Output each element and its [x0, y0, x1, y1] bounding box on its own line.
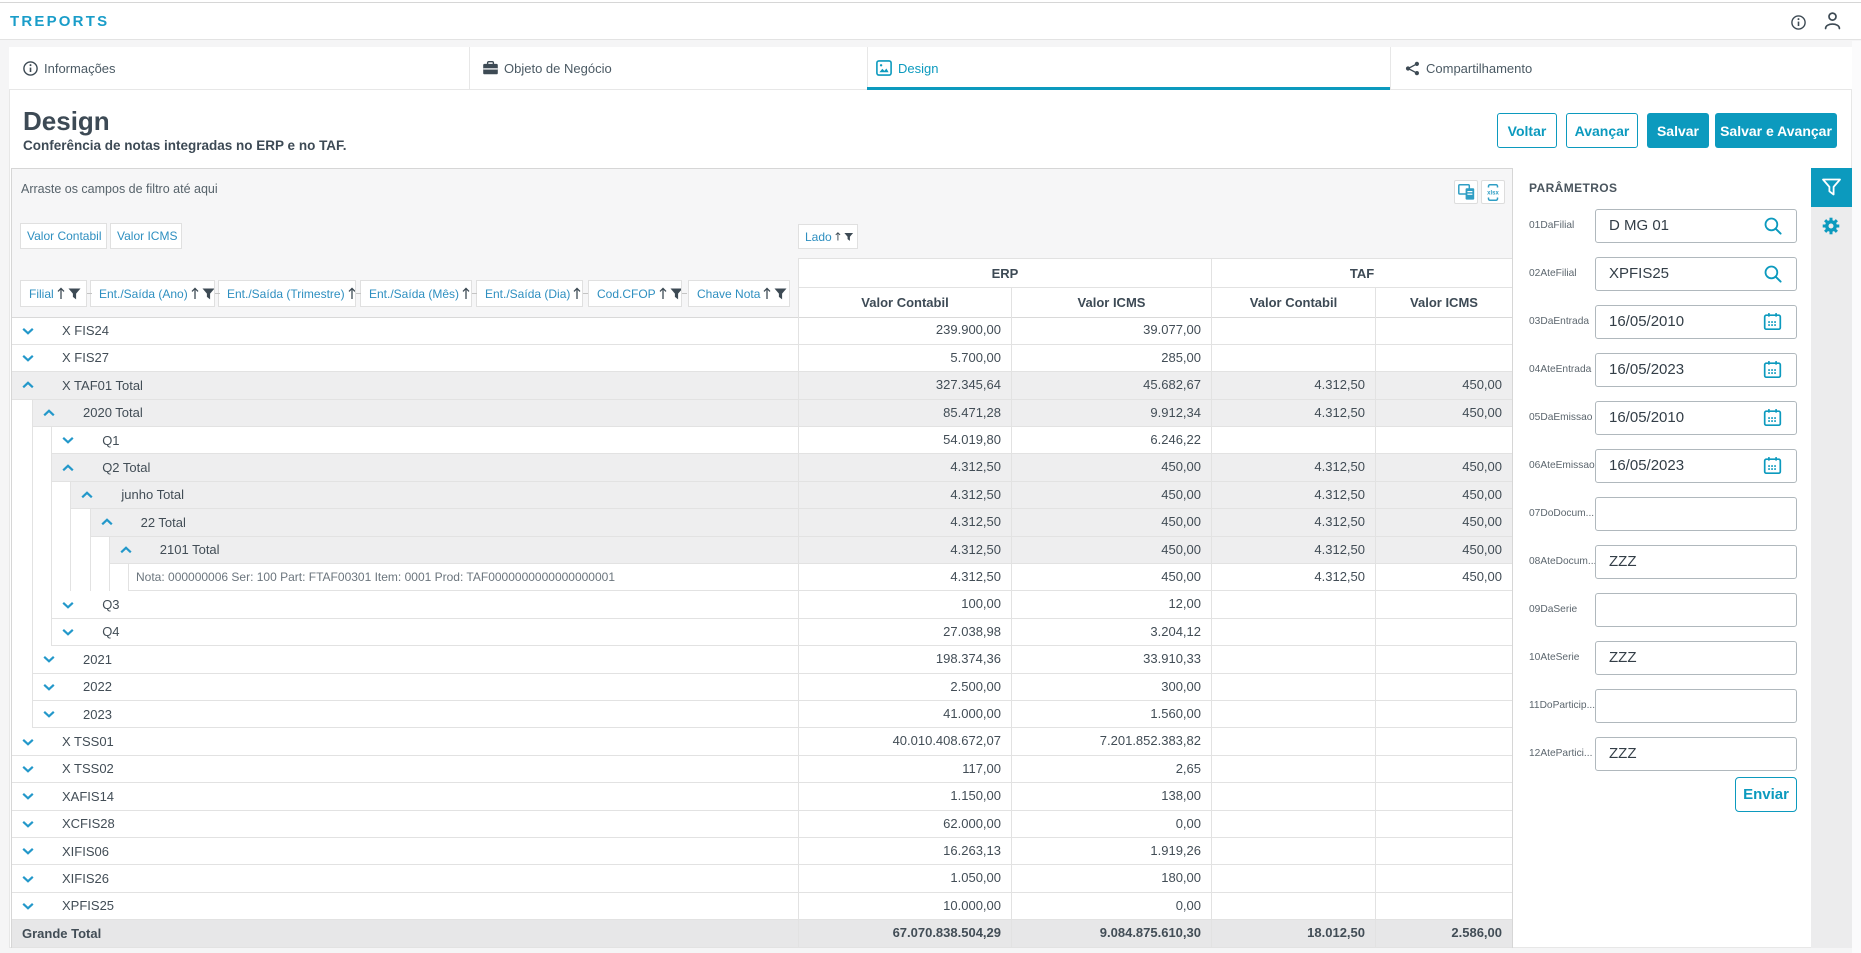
svg-text:xlsx: xlsx	[1487, 190, 1499, 196]
